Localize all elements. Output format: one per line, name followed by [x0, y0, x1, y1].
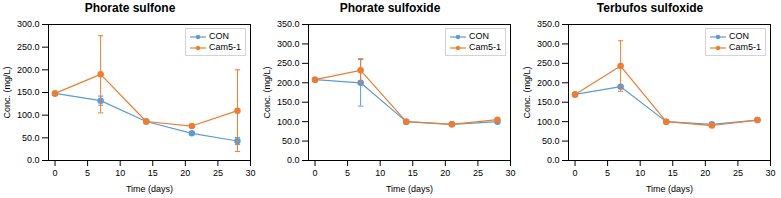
- html-text:Terbufos sulfoxide: Terbufos sulfoxide: [596, 1, 704, 15]
- svg-text:250.0: 250.0: [17, 42, 40, 52]
- svg-text:5: 5: [85, 168, 90, 178]
- html-text:Cam5-1: Cam5-1: [469, 42, 501, 52]
- html-text:CON: CON: [469, 31, 489, 41]
- svg-text:100.0: 100.0: [17, 110, 40, 120]
- svg-text:50.0: 50.0: [542, 136, 560, 146]
- svg-text:100.0: 100.0: [537, 117, 560, 127]
- svg-text:10: 10: [115, 168, 125, 178]
- html-text:Cam5-1: Cam5-1: [729, 42, 761, 52]
- svg-text:30: 30: [245, 168, 255, 178]
- svg-text:10: 10: [375, 168, 385, 178]
- svg-text:Conc. (mg/L): Conc. (mg/L): [522, 66, 532, 118]
- svg-text:Time (days): Time (days): [646, 184, 693, 194]
- svg-text:350.0: 350.0: [277, 19, 300, 29]
- svg-text:100.0: 100.0: [277, 117, 300, 127]
- svg-text:30: 30: [765, 168, 775, 178]
- svg-text:5: 5: [345, 168, 350, 178]
- svg-text:0.0: 0.0: [287, 155, 300, 165]
- svg-text:15: 15: [408, 168, 418, 178]
- svg-text:150.0: 150.0: [277, 97, 300, 107]
- svg-text:25: 25: [213, 168, 223, 178]
- svg-text:10: 10: [635, 168, 645, 178]
- html-text:Phorate sulfoxide: Phorate sulfoxide: [339, 1, 441, 15]
- svg-text:Conc. (mg/L): Conc. (mg/L): [2, 66, 12, 118]
- svg-text:Conc. (mg/L): Conc. (mg/L): [262, 66, 272, 118]
- svg-text:0: 0: [53, 168, 58, 178]
- svg-text:300.0: 300.0: [277, 39, 300, 49]
- svg-text:5: 5: [605, 168, 610, 178]
- svg-text:50.0: 50.0: [282, 136, 300, 146]
- svg-text:20: 20: [440, 168, 450, 178]
- svg-text:0.0: 0.0: [547, 155, 560, 165]
- html-text:CON: CON: [729, 31, 749, 41]
- svg-text:150.0: 150.0: [537, 97, 560, 107]
- svg-text:50.0: 50.0: [22, 133, 40, 143]
- svg-text:15: 15: [148, 168, 158, 178]
- html-text:Phorate sulfone: Phorate sulfone: [84, 1, 176, 15]
- html-text:CON: CON: [209, 31, 229, 41]
- svg-text:250.0: 250.0: [537, 58, 560, 68]
- svg-text:30: 30: [505, 168, 515, 178]
- svg-text:250.0: 250.0: [277, 58, 300, 68]
- svg-text:200.0: 200.0: [17, 65, 40, 75]
- svg-text:20: 20: [180, 168, 190, 178]
- svg-text:350.0: 350.0: [537, 19, 560, 29]
- svg-text:20: 20: [700, 168, 710, 178]
- svg-text:300.0: 300.0: [17, 19, 40, 29]
- svg-text:300.0: 300.0: [537, 39, 560, 49]
- html-text:Cam5-1: Cam5-1: [209, 42, 241, 52]
- svg-text:25: 25: [733, 168, 743, 178]
- svg-text:0: 0: [313, 168, 318, 178]
- svg-text:0.0: 0.0: [27, 155, 40, 165]
- svg-text:0: 0: [573, 168, 578, 178]
- svg-text:150.0: 150.0: [17, 87, 40, 97]
- svg-text:200.0: 200.0: [277, 78, 300, 88]
- svg-text:15: 15: [668, 168, 678, 178]
- svg-text:Time (days): Time (days): [126, 184, 173, 194]
- svg-text:Time (days): Time (days): [386, 184, 433, 194]
- svg-text:200.0: 200.0: [537, 78, 560, 88]
- svg-text:25: 25: [473, 168, 483, 178]
